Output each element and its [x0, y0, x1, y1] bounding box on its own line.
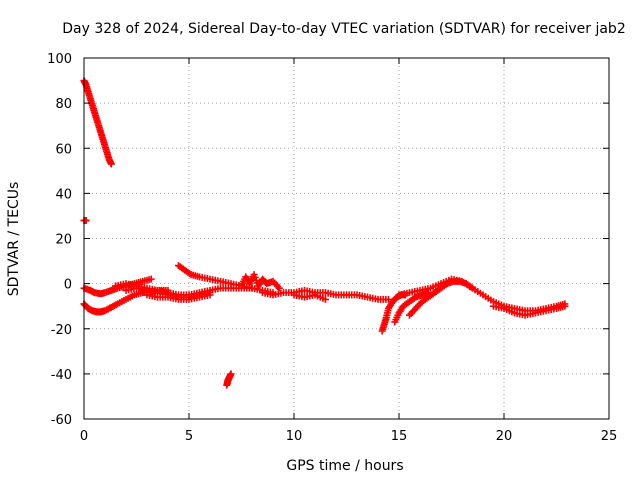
- data-point: [147, 275, 155, 283]
- y-tick-label: -40: [51, 368, 72, 383]
- data-point: [561, 302, 569, 310]
- series-middle-band: [259, 286, 392, 303]
- data-point: [385, 295, 392, 303]
- y-tick-label: 100: [47, 52, 72, 67]
- y-tick-label: 20: [55, 233, 72, 248]
- x-tick-label: 5: [185, 429, 193, 444]
- series-late-lower: [490, 302, 569, 319]
- x-tick-label: 15: [391, 429, 408, 444]
- data-points: [80, 77, 569, 389]
- y-axis-label: SDTVAR / TECUs: [6, 182, 22, 297]
- y-tick-label: 80: [55, 97, 72, 112]
- series-arc-from-peak: [175, 262, 256, 292]
- x-tick-label: 20: [496, 429, 513, 444]
- data-point: [227, 370, 235, 378]
- x-tick-label: 0: [80, 429, 88, 444]
- x-tick-label: 25: [601, 429, 618, 444]
- y-tick-label: 0: [64, 278, 72, 293]
- data-point: [322, 295, 329, 303]
- data-point: [206, 291, 214, 299]
- y-tick-label: 60: [55, 142, 72, 157]
- x-axis-label: GPS time / hours: [286, 458, 403, 474]
- y-tick-label: -20: [51, 323, 72, 338]
- chart-title: Day 328 of 2024, Sidereal Day-to-day VTE…: [62, 21, 625, 37]
- series-steep-decline: [80, 77, 115, 168]
- y-tick-label: 40: [55, 187, 72, 202]
- axis-ticks: 0 5 10 15 20 25 -60 -40 -20 0 20 40 60 80 100: [47, 52, 617, 444]
- series-isolated-point: [80, 216, 90, 224]
- series-isolated-low: [223, 370, 235, 389]
- data-point: [248, 284, 256, 292]
- series-lower-middle: [290, 291, 329, 303]
- grid-lines: [84, 58, 609, 419]
- series-main-band-c: [143, 291, 214, 303]
- series-spikes-near-8: [238, 271, 283, 292]
- data-point: [275, 284, 283, 292]
- data-point: [107, 160, 115, 168]
- y-tick-label: -60: [51, 413, 72, 428]
- plot-frame: [83, 57, 610, 420]
- x-tick-label: 10: [286, 429, 303, 444]
